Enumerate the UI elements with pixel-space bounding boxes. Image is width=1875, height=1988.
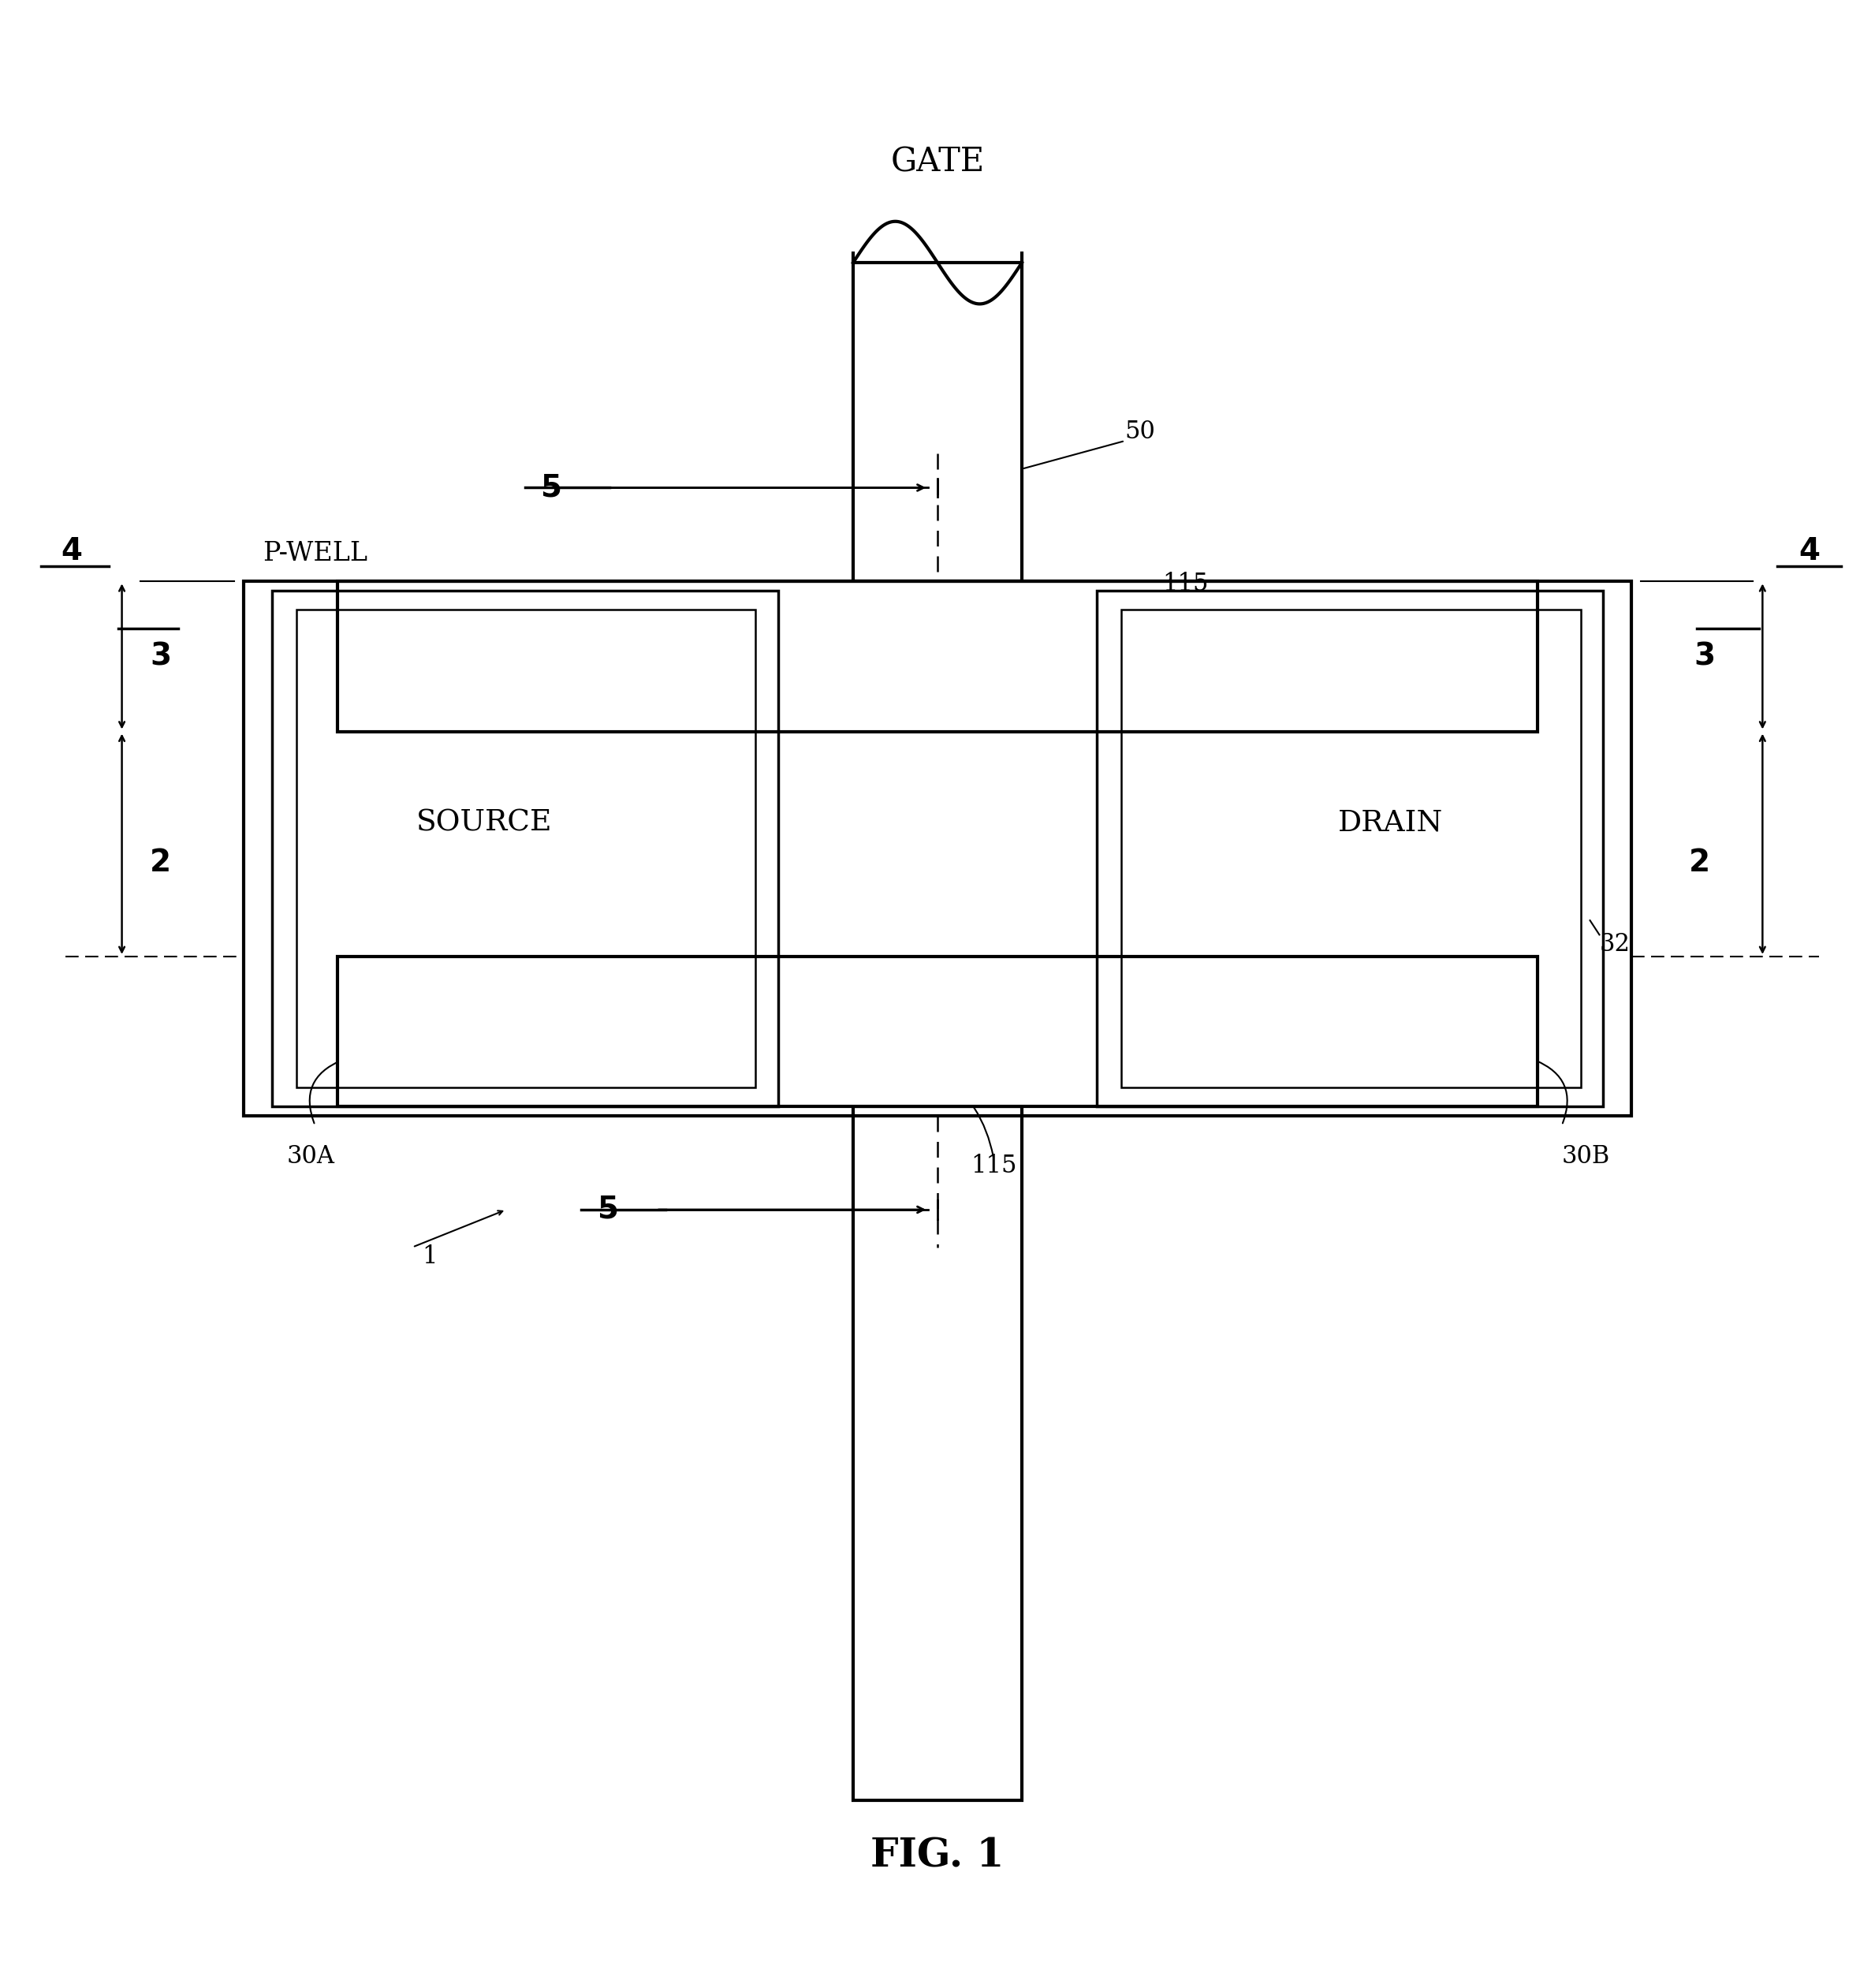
- Bar: [337, 956, 1537, 1107]
- Text: 2: 2: [150, 847, 171, 879]
- Text: 1: 1: [422, 1244, 437, 1268]
- Text: 5: 5: [598, 1195, 619, 1225]
- Text: 4: 4: [1798, 537, 1821, 567]
- Text: DRAIN: DRAIN: [1339, 809, 1444, 837]
- Text: 30B: 30B: [1562, 1143, 1611, 1169]
- Text: 2: 2: [1689, 847, 1710, 879]
- Text: GATE: GATE: [891, 145, 984, 179]
- Text: 3: 3: [150, 642, 171, 672]
- Text: 3: 3: [1695, 642, 1716, 672]
- Bar: [296, 610, 756, 1087]
- Bar: [1097, 590, 1603, 1107]
- Text: 115: 115: [1162, 573, 1209, 596]
- Text: 115: 115: [971, 1153, 1016, 1177]
- Text: 5: 5: [542, 473, 562, 503]
- Bar: [853, 262, 1022, 580]
- Text: 50: 50: [1125, 419, 1155, 443]
- Bar: [244, 580, 1631, 1115]
- Bar: [853, 1107, 1022, 1801]
- Bar: [337, 580, 1537, 732]
- Text: SOURCE: SOURCE: [416, 809, 553, 837]
- Text: 4: 4: [60, 537, 82, 567]
- Bar: [1121, 610, 1581, 1087]
- Text: 32: 32: [1599, 932, 1629, 956]
- Text: FIG. 1: FIG. 1: [870, 1837, 1005, 1875]
- Text: P-WELL: P-WELL: [262, 541, 368, 567]
- Text: 30A: 30A: [287, 1143, 336, 1169]
- Bar: [272, 590, 778, 1107]
